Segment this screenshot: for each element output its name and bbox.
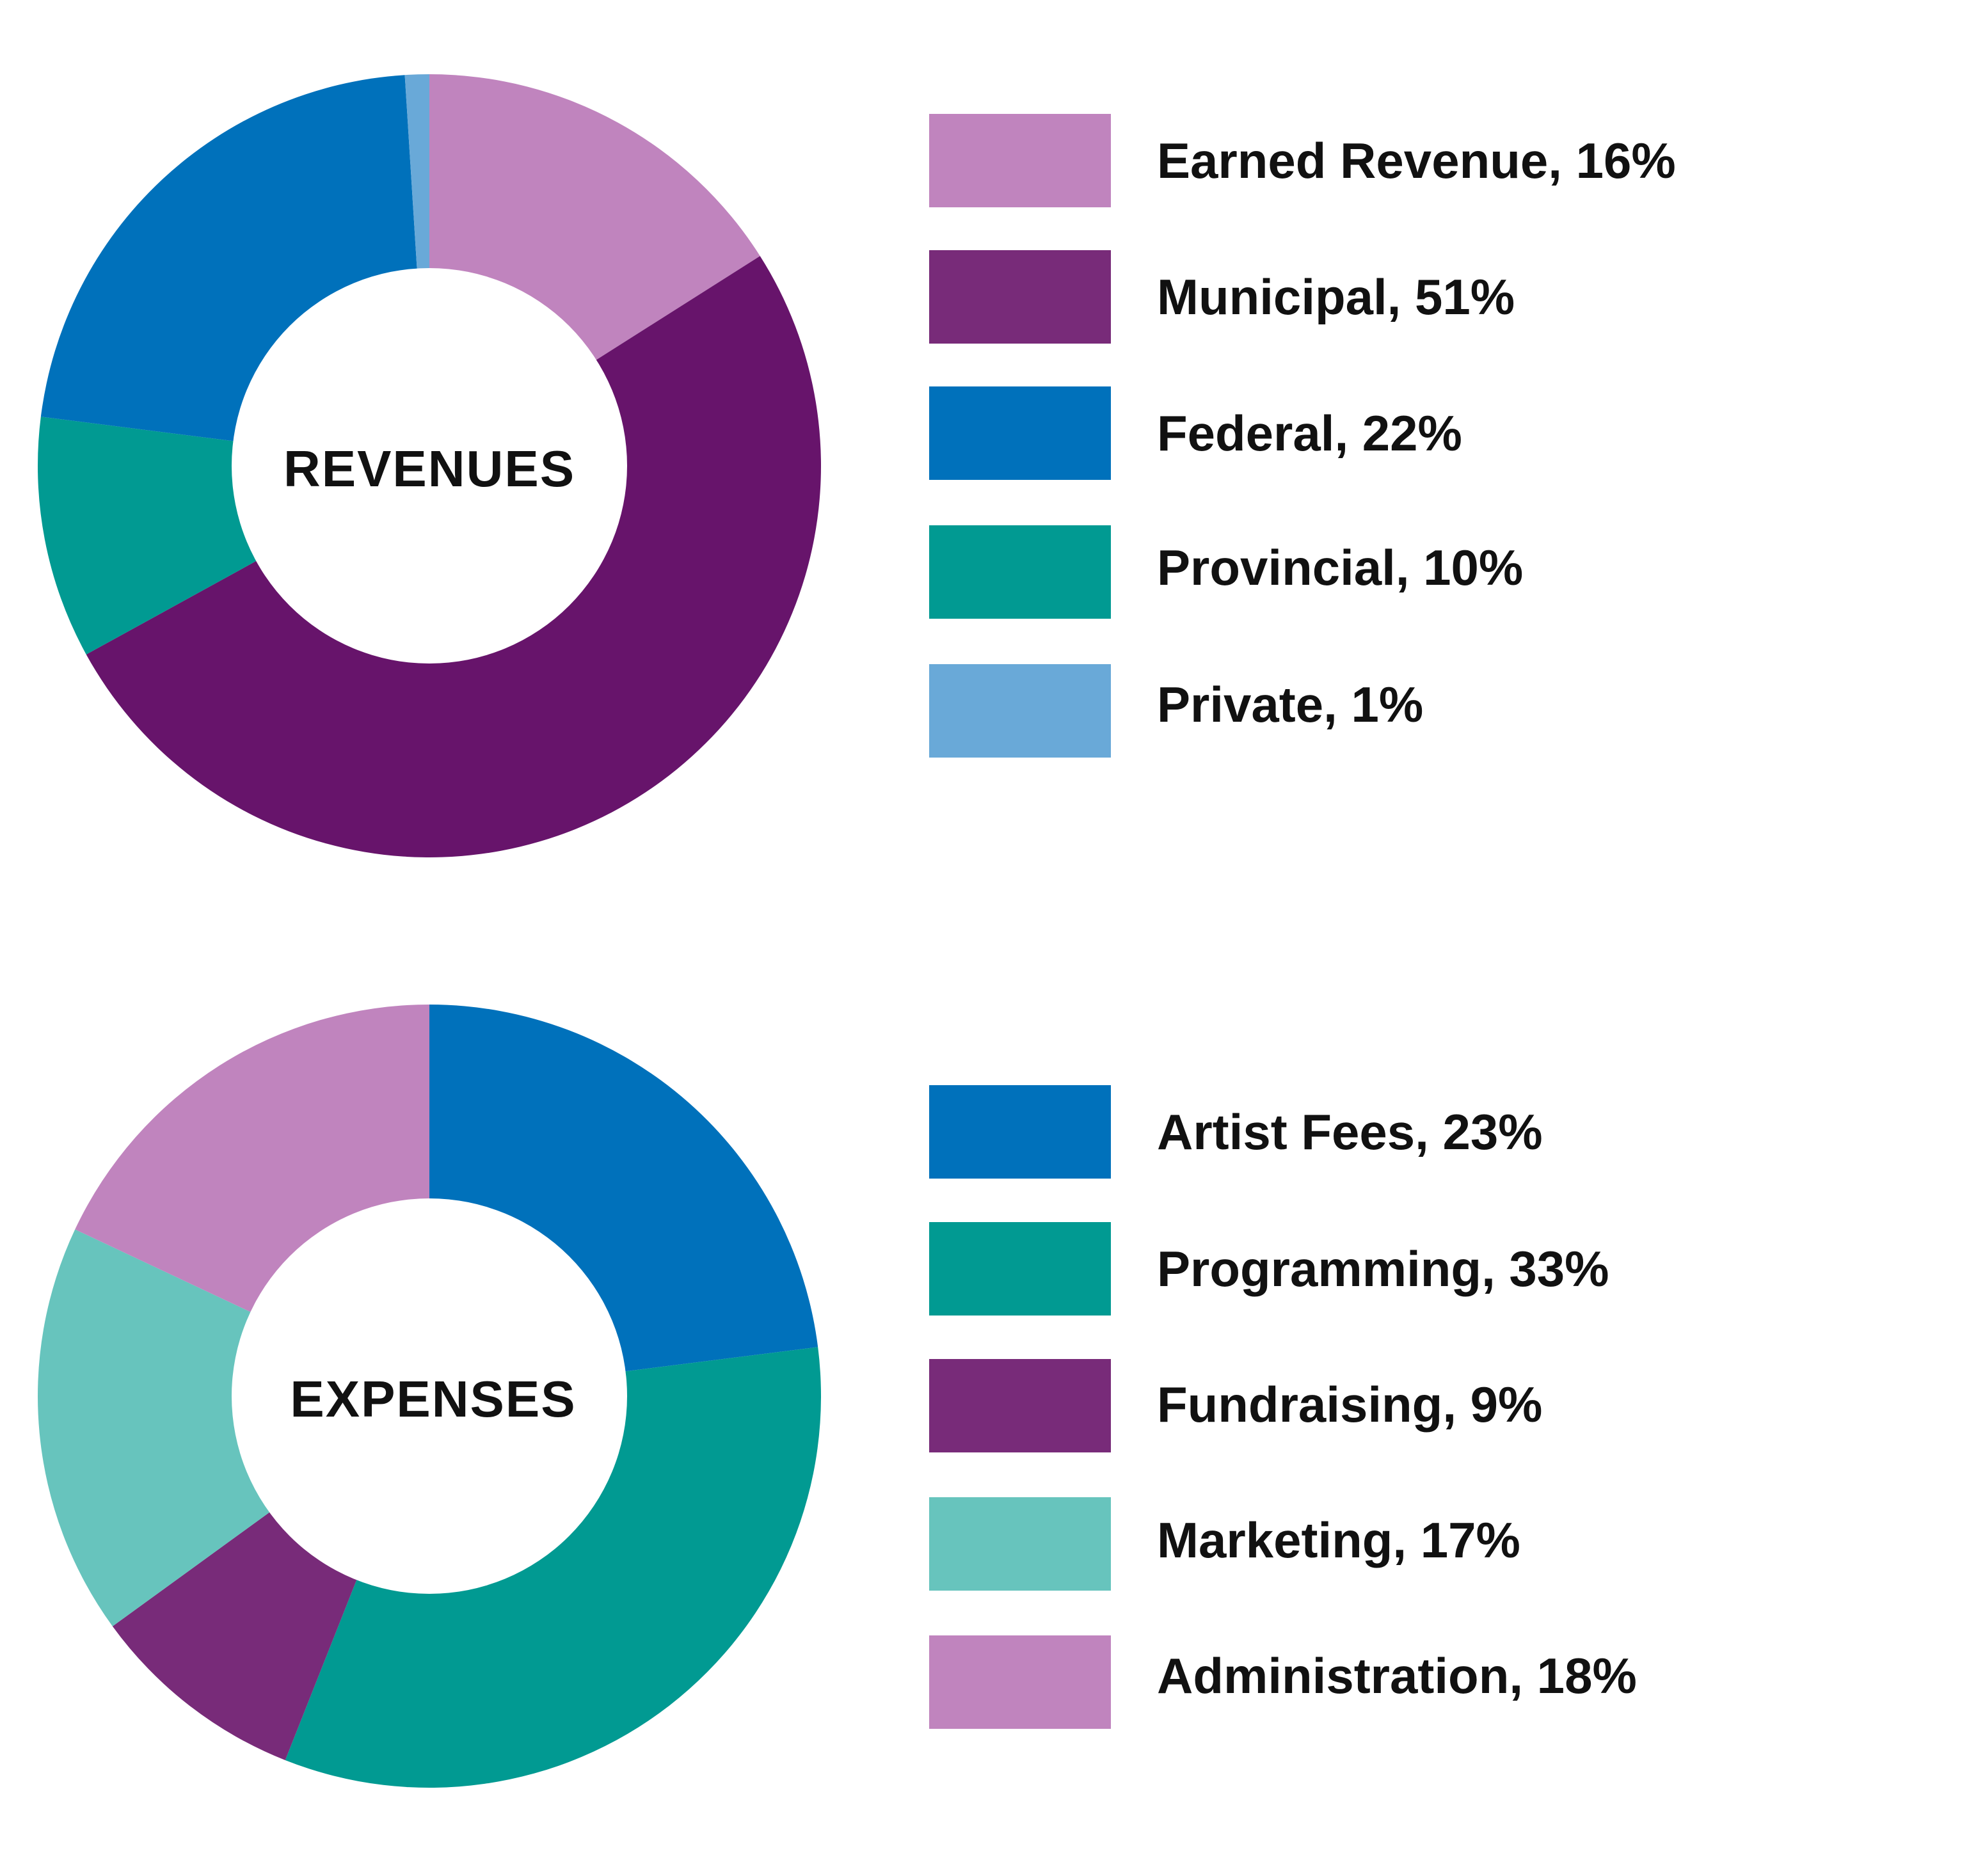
legend-label-marketing: Marketing, 17% [1157,1512,1520,1568]
expenses-donut-hole [232,1198,627,1594]
legend-swatch-programming [929,1222,1111,1316]
legend-swatch-federal [929,386,1111,480]
legend-swatch-earned-revenue [929,114,1111,207]
expenses-legend: Artist Fees, 23% Programming, 33% Fundra… [929,1085,1637,1729]
revenues-legend: Earned Revenue, 16% Municipal, 51% Feder… [929,114,1676,758]
legend-label-municipal: Municipal, 51% [1157,269,1515,325]
revenues-donut-chart: REVENUES [38,74,822,858]
revenues-donut-hole [232,268,627,664]
revenues-center-label: REVENUES [283,440,575,497]
legend-swatch-private [929,664,1111,758]
legend-label-programming: Programming, 33% [1157,1241,1609,1297]
expenses-center-label: EXPENSES [290,1371,576,1427]
legend-label-fundraising: Fundraising, 9% [1157,1376,1542,1433]
legend-swatch-municipal [929,250,1111,344]
slice-marketing [38,1229,430,1626]
legend-label-provincial: Provincial, 10% [1157,539,1523,596]
legend-label-artist-fees: Artist Fees, 23% [1157,1104,1543,1160]
legend-swatch-marketing [929,1497,1111,1591]
legend-label-earned-revenue: Earned Revenue, 16% [1157,132,1676,189]
legend-label-private: Private, 1% [1157,676,1423,733]
legend-swatch-fundraising [929,1359,1111,1452]
legend-swatch-administration [929,1635,1111,1729]
legend-swatch-provincial [929,525,1111,619]
legend-swatch-artist-fees [929,1085,1111,1179]
legend-label-federal: Federal, 22% [1157,405,1462,461]
expenses-donut-chart: EXPENSES [38,1005,821,1788]
legend-label-administration: Administration, 18% [1157,1648,1637,1704]
